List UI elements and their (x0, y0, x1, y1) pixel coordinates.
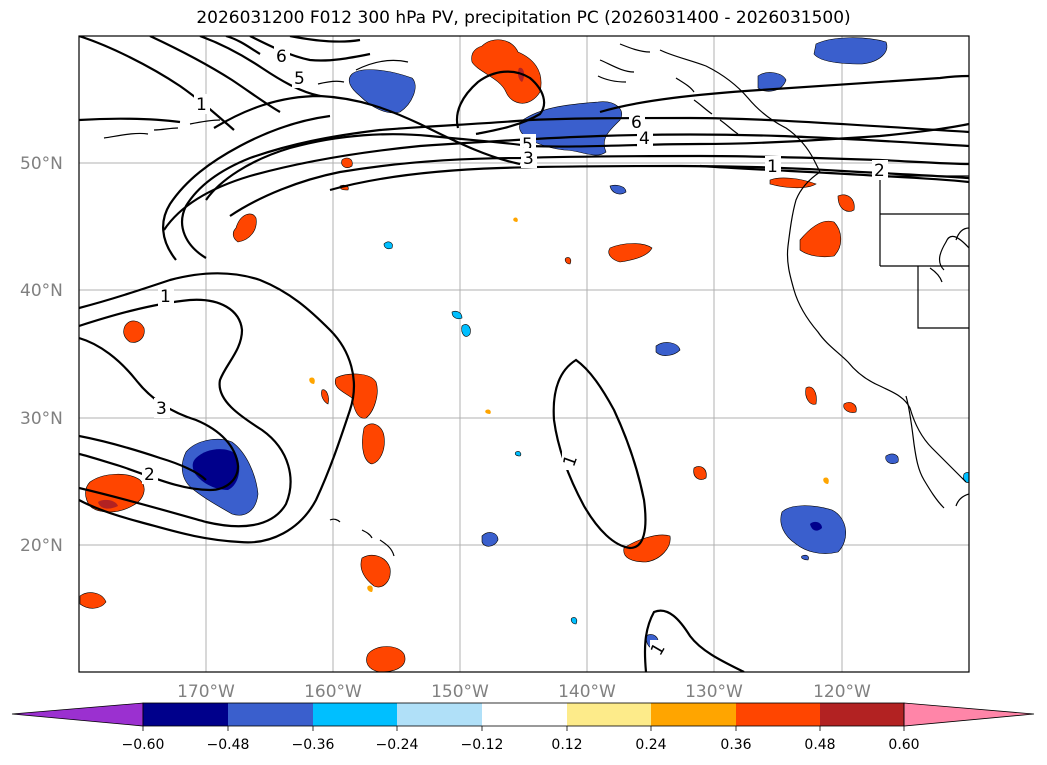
contour-label: 6 (631, 113, 642, 133)
coastlines (103, 43, 969, 557)
lon-label: 130°W (685, 682, 743, 702)
contour-label: 1 (160, 287, 171, 307)
colorbar-bin (820, 703, 904, 726)
precip-negative-areas (181, 37, 969, 649)
contour-label: 5 (522, 135, 533, 155)
colorbar-tick-label: −0.24 (376, 737, 419, 753)
lon-label: 150°W (431, 682, 489, 702)
colorbar-tick-label: 0.12 (551, 737, 582, 753)
colorbar-bin (736, 703, 820, 726)
colorbar-tick-label: −0.36 (292, 737, 335, 753)
contour-label: 1 (767, 157, 778, 177)
lon-label: 170°W (177, 682, 235, 702)
colorbar-tick-label: −0.12 (461, 737, 504, 753)
lat-label: 50°N (20, 154, 63, 174)
contour-label: 2 (144, 465, 155, 485)
contour-label: 3 (523, 149, 534, 169)
lon-label: 120°W (813, 682, 871, 702)
colorbar-tick-label: 0.48 (804, 737, 835, 753)
colorbar-tick-label: −0.48 (207, 737, 250, 753)
precip-positive-areas (79, 39, 857, 672)
lat-label: 40°N (20, 281, 63, 301)
colorbar-extend-min (11, 702, 144, 727)
contour-label: 3 (156, 399, 167, 419)
colorbar-bin (143, 703, 228, 726)
longitude-labels: 170°W 160°W 150°W 140°W 130°W 120°W (177, 682, 871, 702)
colorbar-bin (313, 703, 397, 726)
contour-label: 5 (294, 69, 305, 89)
pv-contour-labels: 6 5 1 6 5 4 3 2 1 1 3 2 1 1 (142, 46, 888, 659)
map-frame (78, 35, 970, 673)
figure-title: 2026031200 F012 300 hPa PV, precipitatio… (196, 8, 851, 28)
colorbar: −0.60 −0.48 −0.36 −0.24 −0.12 0.12 0.24 … (11, 702, 1035, 753)
colorbar-bin (228, 703, 313, 726)
colorbar-bin (651, 703, 736, 726)
lon-label: 140°W (558, 682, 616, 702)
latitude-labels: 50°N 40°N 30°N 20°N (20, 154, 63, 556)
lon-label: 160°W (304, 682, 362, 702)
colorbar-bin (482, 703, 567, 726)
colorbar-bin (397, 703, 482, 726)
colorbar-tick-label: −0.60 (122, 737, 165, 753)
contour-label: 1 (196, 95, 207, 115)
contour-label: 4 (639, 129, 650, 149)
pv-contours (79, 36, 969, 672)
colorbar-tick-label: 0.24 (635, 737, 666, 753)
colorbar-tick-label: 0.60 (888, 737, 919, 753)
contour-label: 2 (874, 161, 885, 181)
colorbar-extend-max (903, 702, 1035, 727)
lat-label: 30°N (20, 409, 63, 429)
contour-label: 6 (276, 47, 287, 67)
colorbar-bin (567, 703, 651, 726)
lat-label: 20°N (20, 536, 63, 556)
colorbar-tick-label: 0.36 (720, 737, 751, 753)
